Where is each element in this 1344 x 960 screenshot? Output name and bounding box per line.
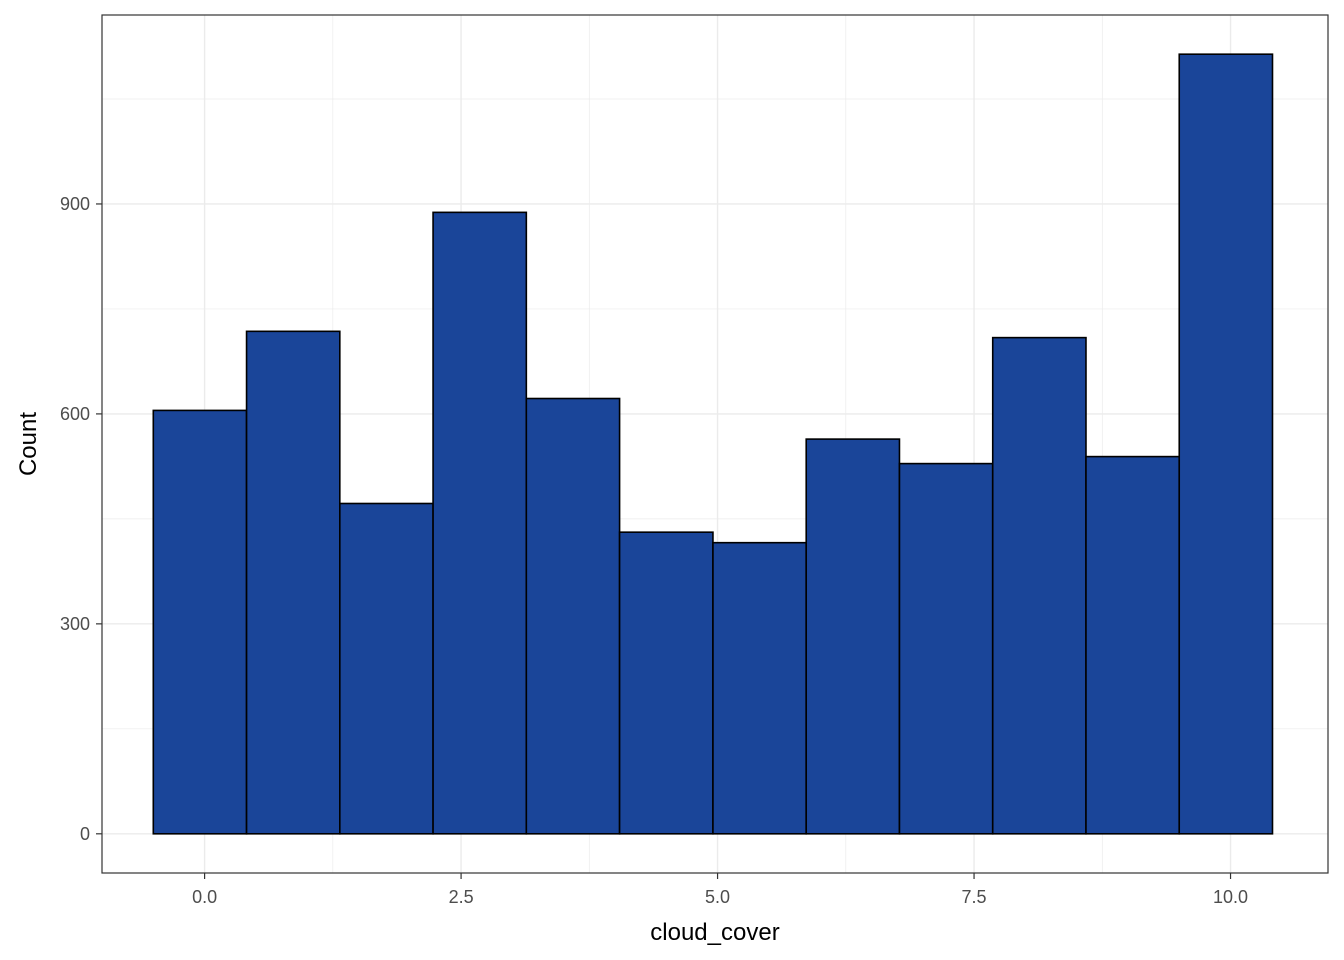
- y-tick-label: 0: [80, 824, 90, 844]
- histogram-bar: [991, 336, 1087, 835]
- y-tick-label: 900: [60, 194, 90, 214]
- histogram-bar: [525, 397, 621, 835]
- histogram-bars: [152, 53, 1274, 835]
- x-axis-title: cloud_cover: [650, 919, 779, 946]
- histogram-bar: [245, 330, 341, 835]
- y-tick-label: 300: [60, 614, 90, 634]
- x-tick-label: 5.0: [705, 887, 730, 907]
- histogram-bar: [898, 462, 994, 835]
- histogram-bar: [805, 438, 901, 835]
- y-tick-label: 600: [60, 404, 90, 424]
- y-axis-title: Count: [15, 412, 42, 476]
- histogram-bar: [432, 211, 528, 835]
- panel-border: [101, 14, 1329, 874]
- histogram-bar: [339, 502, 434, 835]
- histogram-bar: [618, 531, 714, 835]
- histogram-bar: [152, 409, 248, 835]
- x-tick-label: 2.5: [449, 887, 474, 907]
- x-tick-label: 7.5: [962, 887, 987, 907]
- x-axis: 0.0 2.5 5.0 7.5 10.0: [192, 873, 1248, 907]
- histogram-bar: [712, 541, 808, 835]
- histogram-bar: [1178, 53, 1274, 835]
- y-axis: 0 300 600 900: [60, 194, 102, 844]
- x-tick-label: 10.0: [1213, 887, 1248, 907]
- histogram-bar: [1085, 455, 1181, 835]
- x-tick-label: 0.0: [192, 887, 217, 907]
